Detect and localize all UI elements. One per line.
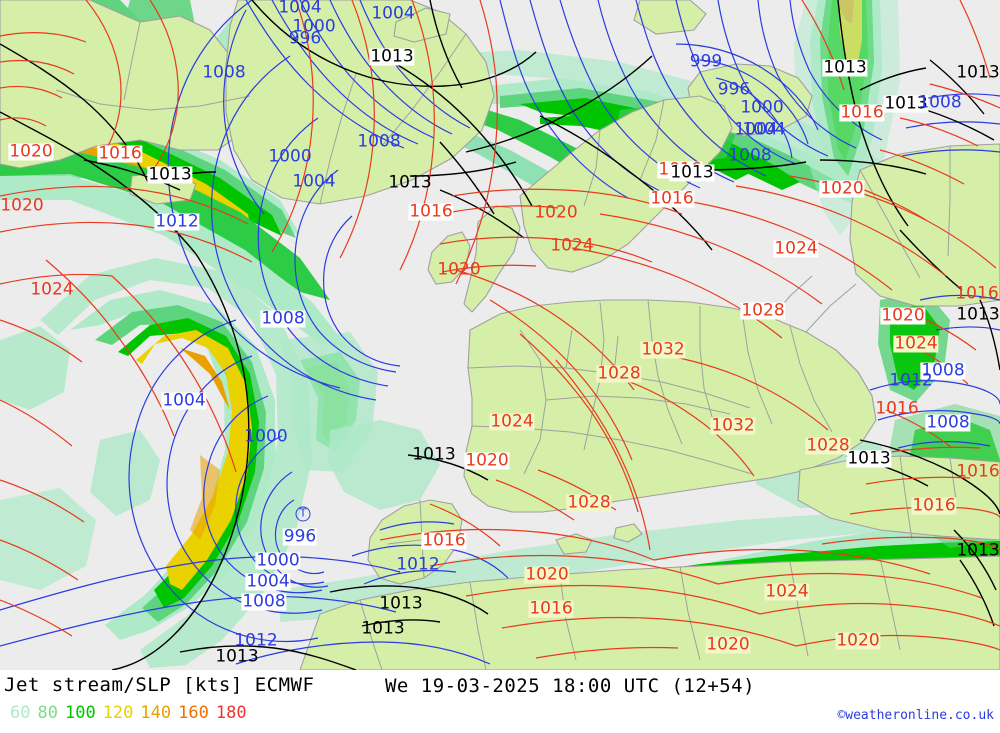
isobar-label: 1000	[268, 146, 312, 167]
isobar-label: 996	[288, 28, 322, 49]
isobar-label: 1013	[147, 164, 193, 185]
isobar-label: 1000	[740, 97, 784, 118]
isobar-label: 1024	[773, 238, 819, 259]
isobar-label: 996	[282, 526, 318, 547]
isobar-label: 1016	[421, 530, 467, 551]
isobar-label: 1020	[705, 634, 751, 655]
isobar-label: 1020	[8, 141, 54, 162]
isobar-label: 1004	[292, 171, 336, 192]
isobar-label: 1016	[875, 398, 919, 419]
isobar-label: 1016	[956, 461, 1000, 482]
isobar-label: 1004	[742, 119, 786, 140]
credit-text: ©weatheronline.co.uk	[837, 708, 994, 723]
isobar-label: 1012	[889, 370, 933, 391]
legend-stop-60: 60	[10, 703, 31, 723]
isobar-label: 1000	[255, 550, 301, 571]
isobar-label: 1028	[566, 492, 612, 513]
isobar-label: 1008	[920, 360, 966, 381]
jet-speed-scale: 60 80 100 120 140 160 180	[10, 703, 254, 723]
isobar-label: 1013	[379, 593, 423, 614]
isobar-label: 1000	[292, 16, 336, 37]
isobar-label: 1012	[154, 211, 200, 232]
isobar-label: 1013	[846, 448, 892, 469]
isobar-label: 1008	[241, 591, 287, 612]
isobar-label: 1008	[260, 308, 306, 329]
isobar-label: 1020	[437, 259, 481, 280]
isobar-label: 1013	[822, 57, 868, 78]
isobar-label: 1008	[925, 412, 971, 433]
isobar-label: 1013	[956, 62, 1000, 83]
isobar-label: 1004	[161, 390, 207, 411]
isobar-label: 1013	[369, 46, 415, 67]
isobar-label: 1013	[669, 162, 715, 183]
isobar-label: 1024	[893, 333, 939, 354]
isobar-label: 1020	[524, 564, 570, 585]
isobar-label: 1012	[396, 554, 440, 575]
isobar-label: 1016	[97, 143, 143, 164]
legend-stop-140: 140	[140, 703, 172, 723]
isobar-label: 1004	[278, 0, 322, 18]
isobar-label: 1008	[202, 62, 246, 83]
isobars-high	[0, 0, 1000, 659]
isobar-label: 1008	[918, 92, 962, 113]
isobar-label: 999	[689, 51, 723, 72]
legend-stop-180: 180	[215, 703, 247, 723]
isobar-label: 1024	[489, 411, 535, 432]
isobars-low	[0, 0, 1000, 665]
pressure-centre-low: T	[295, 506, 311, 522]
isobar-label: 1032	[710, 415, 756, 436]
isobar-label: 1000	[244, 426, 288, 447]
isobar-label: 1004	[371, 3, 415, 24]
isobar-label: 1016	[839, 102, 885, 123]
valid-datetime: We 19-03-2025 18:00 UTC (12+54)	[384, 675, 756, 697]
isobar-label: 1016	[408, 201, 454, 222]
isobar-label: 1004	[734, 119, 778, 140]
isobar-label: 1024	[550, 235, 594, 256]
isobar-label: 1013	[215, 646, 259, 667]
isobar-label: 1016	[649, 188, 695, 209]
isobar-label: 1028	[596, 363, 642, 384]
isobar-label: 1013	[361, 618, 405, 639]
legend-stop-80: 80	[37, 703, 58, 723]
isobar-label: 1020	[835, 630, 881, 651]
legend-stop-160: 160	[178, 703, 209, 723]
isobar-label: 1016	[528, 598, 574, 619]
map-graphics	[0, 0, 1000, 670]
landmasses	[0, 0, 1000, 670]
isobar-label: 1024	[764, 581, 810, 602]
isobar-label: 1004	[245, 571, 291, 592]
legend-stop-120: 120	[102, 703, 134, 723]
isobar-label: 1013	[388, 172, 432, 193]
map-footer: Jet stream/SLP [kts] ECMWF 60 80 100 120 140…	[0, 670, 1000, 733]
isobar-label: 1028	[805, 435, 851, 456]
isobar-label: 1013	[956, 304, 1000, 325]
legend-stop-100: 100	[64, 703, 96, 723]
isobar-label: 1020	[0, 195, 44, 216]
isobar-label: 1016	[911, 495, 957, 516]
isobar-label: 1020	[534, 202, 578, 223]
isobar-label: 1013	[883, 93, 929, 114]
product-title: Jet stream/SLP [kts] ECMWF	[4, 674, 315, 696]
isobar-label: 1008	[728, 145, 772, 166]
isobar-label: 1020	[819, 178, 865, 199]
weather-map-canvas[interactable]: 1004 1004 1000 996 1013 1013 1013 1008 999 996 100…	[0, 0, 1000, 670]
isobar-label: 1024	[30, 279, 74, 300]
isobar-label: 996	[717, 79, 751, 100]
isobar-label: 1032	[640, 339, 686, 360]
isobar-label: 1012	[234, 630, 278, 651]
isobar-label: 1013	[412, 444, 456, 465]
isobar-label: 1020	[880, 305, 926, 326]
isobar-label: 1028	[740, 300, 786, 321]
isobar-label: 1020	[464, 450, 510, 471]
isobar-label: 1016	[955, 283, 999, 304]
isobar-label: 1008	[357, 131, 401, 152]
isobar-label: 1013	[956, 540, 1000, 561]
